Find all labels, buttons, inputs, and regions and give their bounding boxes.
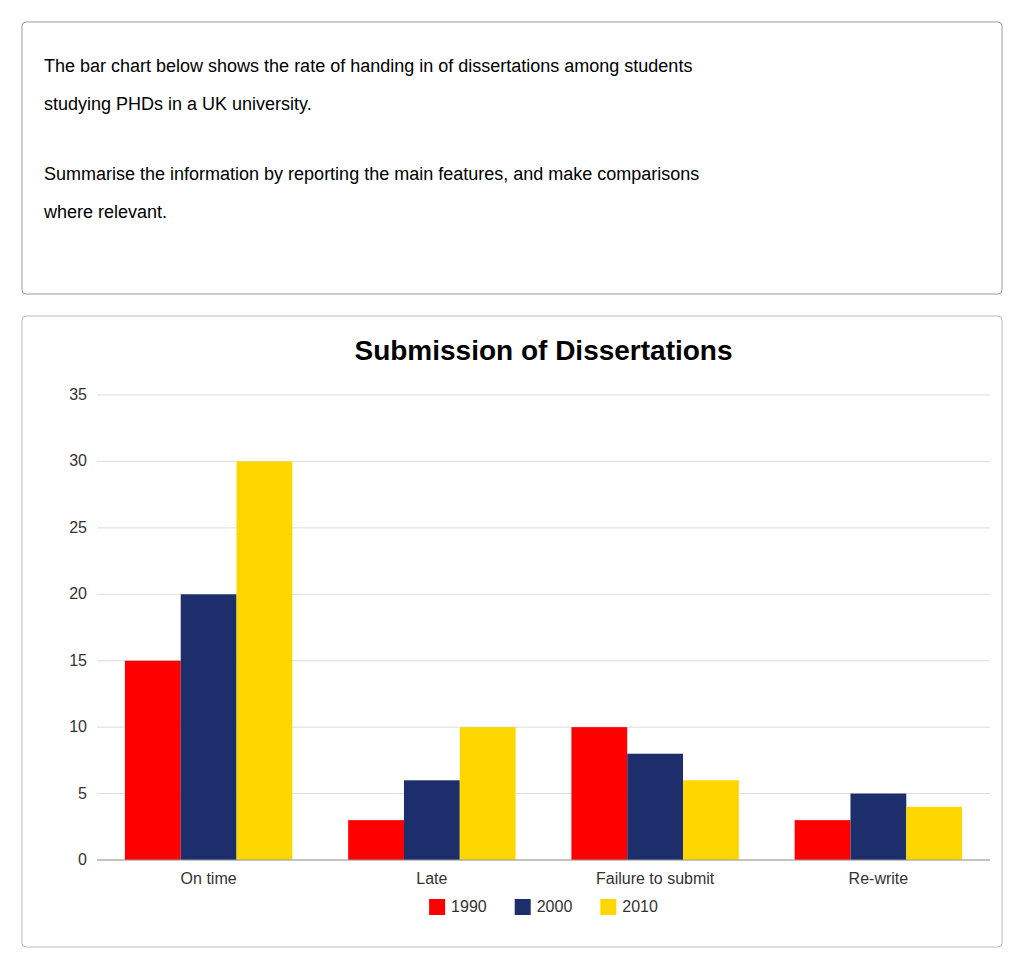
y-tick-label: 10 (69, 718, 87, 735)
y-tick-label: 20 (69, 585, 87, 602)
y-tick-label: 25 (69, 519, 87, 536)
bars (125, 461, 962, 860)
y-tick-label: 0 (78, 851, 87, 868)
bar (627, 754, 683, 860)
bar (348, 820, 404, 860)
bar (850, 794, 906, 860)
grid-line (97, 395, 990, 396)
chart-box (22, 316, 1002, 947)
x-axis-line (97, 860, 990, 861)
grid-line (97, 461, 990, 462)
prompt-text: The bar chart below shows the rate of ha… (44, 56, 692, 76)
bar (460, 727, 516, 860)
y-tick-label: 15 (69, 652, 87, 669)
bar (237, 461, 293, 860)
y-tick-label: 35 (69, 386, 87, 403)
bar (404, 780, 460, 860)
legend-item: 1990 (429, 898, 487, 915)
grid-line (97, 527, 990, 528)
legend-label: 1990 (451, 898, 487, 915)
legend-swatch (600, 899, 616, 915)
legend-item: 2010 (600, 898, 658, 915)
grid-line (97, 860, 990, 861)
legend: 1990 2000 2010 (429, 898, 658, 915)
legend-swatch (515, 899, 531, 915)
y-tick-label: 5 (78, 785, 87, 802)
bar (181, 594, 237, 860)
prompt-text: where relevant. (43, 202, 167, 222)
legend-label: 2010 (622, 898, 658, 915)
bar (571, 727, 627, 860)
bar (683, 780, 739, 860)
text-box (22, 22, 1002, 294)
bar (906, 807, 962, 860)
page: The bar chart below shows the rate of ha… (0, 0, 1024, 967)
x-tick-label: Late (416, 870, 447, 887)
prompt-text: Summarise the information by reporting t… (44, 164, 699, 184)
legend-item: 2000 (515, 898, 573, 915)
x-tick-label: Re-write (849, 870, 909, 887)
bar (795, 820, 851, 860)
bar (125, 661, 181, 860)
legend-swatch (429, 899, 445, 915)
chart-title: Submission of Dissertations (354, 335, 732, 366)
x-tick-label: On time (181, 870, 237, 887)
prompt-text: studying PHDs in a UK university. (44, 94, 312, 114)
y-tick-label: 30 (69, 452, 87, 469)
chart-svg: The bar chart below shows the rate of ha… (0, 0, 1024, 967)
y-axis: 0 5 10 15 20 25 30 35 (69, 386, 990, 868)
legend-label: 2000 (537, 898, 573, 915)
x-tick-label: Failure to submit (596, 870, 715, 887)
